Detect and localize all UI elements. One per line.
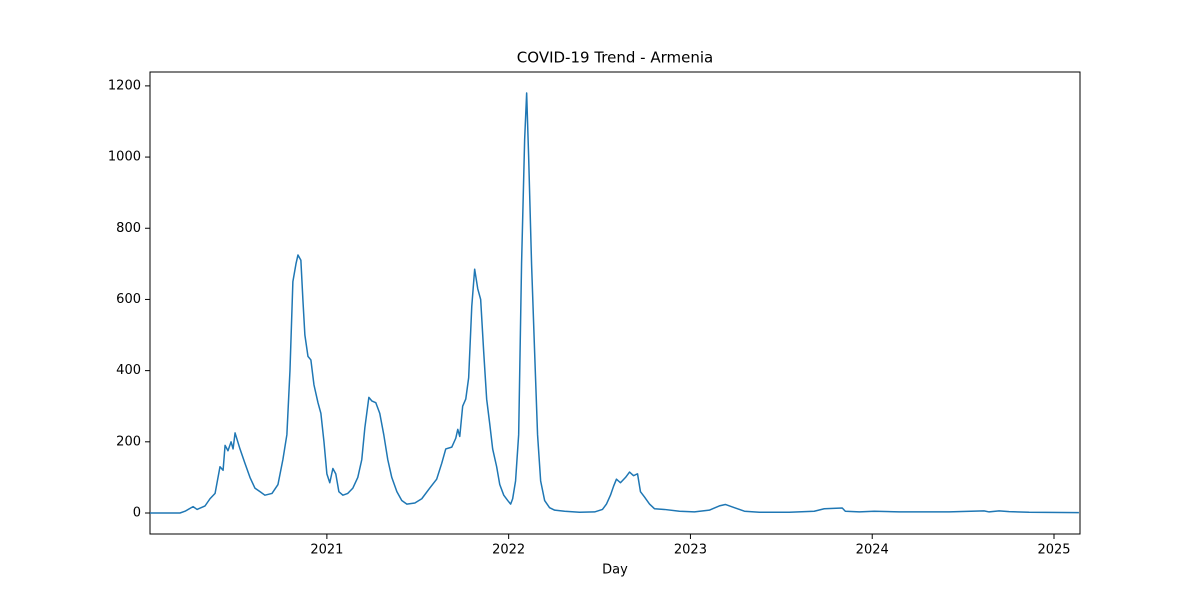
y-tick-label: 200: [116, 434, 141, 449]
y-tick-label: 1000: [108, 150, 141, 165]
x-tick-label: 2024: [856, 543, 889, 558]
y-tick-label: 800: [116, 221, 141, 236]
plot-frame: [149, 71, 1081, 535]
y-tick-label: 1200: [108, 78, 141, 93]
x-tick-label: 2021: [310, 543, 343, 558]
y-tick-label: 400: [116, 363, 141, 378]
x-axis-label: Day: [602, 563, 628, 578]
y-tick-label: 0: [133, 506, 141, 521]
y-tick-label: 600: [116, 292, 141, 307]
chart-title: COVID-19 Trend - Armenia: [517, 49, 713, 67]
x-tick-label: 2022: [492, 543, 525, 558]
x-tick-label: 2023: [674, 543, 707, 558]
data-line: [150, 92, 1079, 514]
x-tick-label: 2025: [1037, 543, 1070, 558]
